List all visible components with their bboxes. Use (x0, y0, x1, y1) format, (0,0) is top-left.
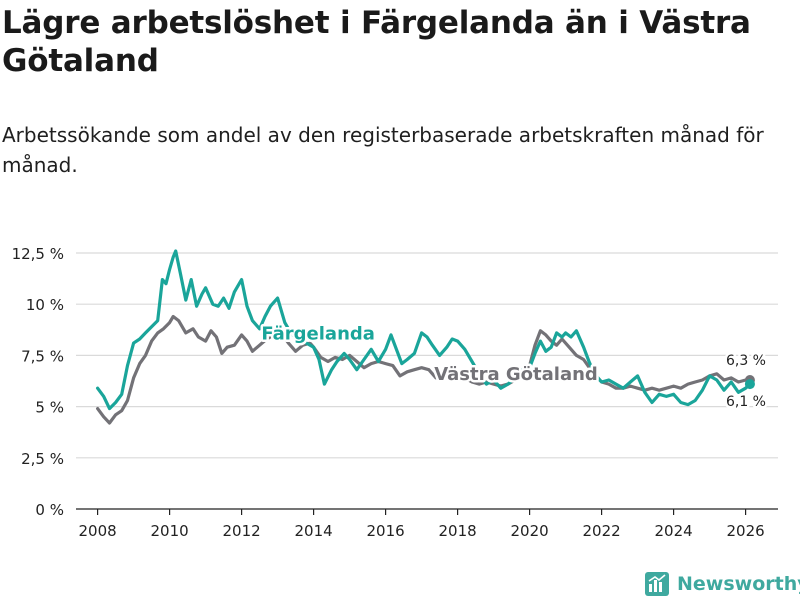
series-label-vastra-gotaland: Västra Götaland (434, 364, 598, 385)
x-tick-label: 2014 (295, 522, 333, 540)
brand-name: Newsworthy (677, 573, 800, 595)
x-tick-label: 2018 (439, 522, 477, 540)
y-tick-label: 5 % (35, 399, 64, 417)
series-label-fargelanda-halo: Färgelanda (261, 323, 375, 344)
y-tick-label: 0 % (35, 501, 64, 519)
end-label-vastra-gotaland: 6,3 % (726, 353, 766, 369)
x-tick-label: 2024 (655, 522, 693, 540)
y-tick-label: 10 % (26, 296, 64, 314)
brand-logo: Newsworthy (645, 569, 800, 599)
chart-subtitle: Arbetssökande som andel av den registerb… (2, 123, 764, 177)
series-line-fargelanda (96, 249, 752, 411)
end-point-fargelanda (744, 379, 755, 390)
x-tick-label: 2026 (727, 522, 765, 540)
x-tick-label: 2010 (151, 522, 189, 540)
y-tick-label: 7,5 % (21, 347, 64, 365)
end-label-vastra-gotaland-halo: 6,3 % (726, 353, 766, 369)
series-label-vastra-gotaland-halo: Västra Götaland (434, 364, 598, 385)
chart-title: Lägre arbetslöshet i Färgelanda än i Väs… (2, 5, 751, 79)
grid (76, 252, 778, 459)
y-tick-label: 2,5 % (21, 450, 64, 468)
end-label-fargelanda: 6,1 % (726, 394, 766, 410)
x-tick-label: 2016 (367, 522, 405, 540)
series (96, 249, 755, 425)
axes: 0 % 2,5 % 5 % 7,5 % 10 % 12,5 % 2008 2010 2012 20… (12, 245, 778, 540)
x-tick-label: 2022 (583, 522, 621, 540)
x-tick-label: 2008 (79, 522, 117, 540)
series-line-vastra-gotaland (96, 314, 752, 425)
y-tick-label: 12,5 % (12, 245, 64, 263)
series-label-fargelanda: Färgelanda (261, 323, 375, 344)
x-tick-label: 2020 (511, 522, 549, 540)
x-tick-label: 2012 (223, 522, 261, 540)
end-label-fargelanda-halo: 6,1 % (726, 394, 766, 410)
newsworthy-icon (645, 572, 669, 596)
